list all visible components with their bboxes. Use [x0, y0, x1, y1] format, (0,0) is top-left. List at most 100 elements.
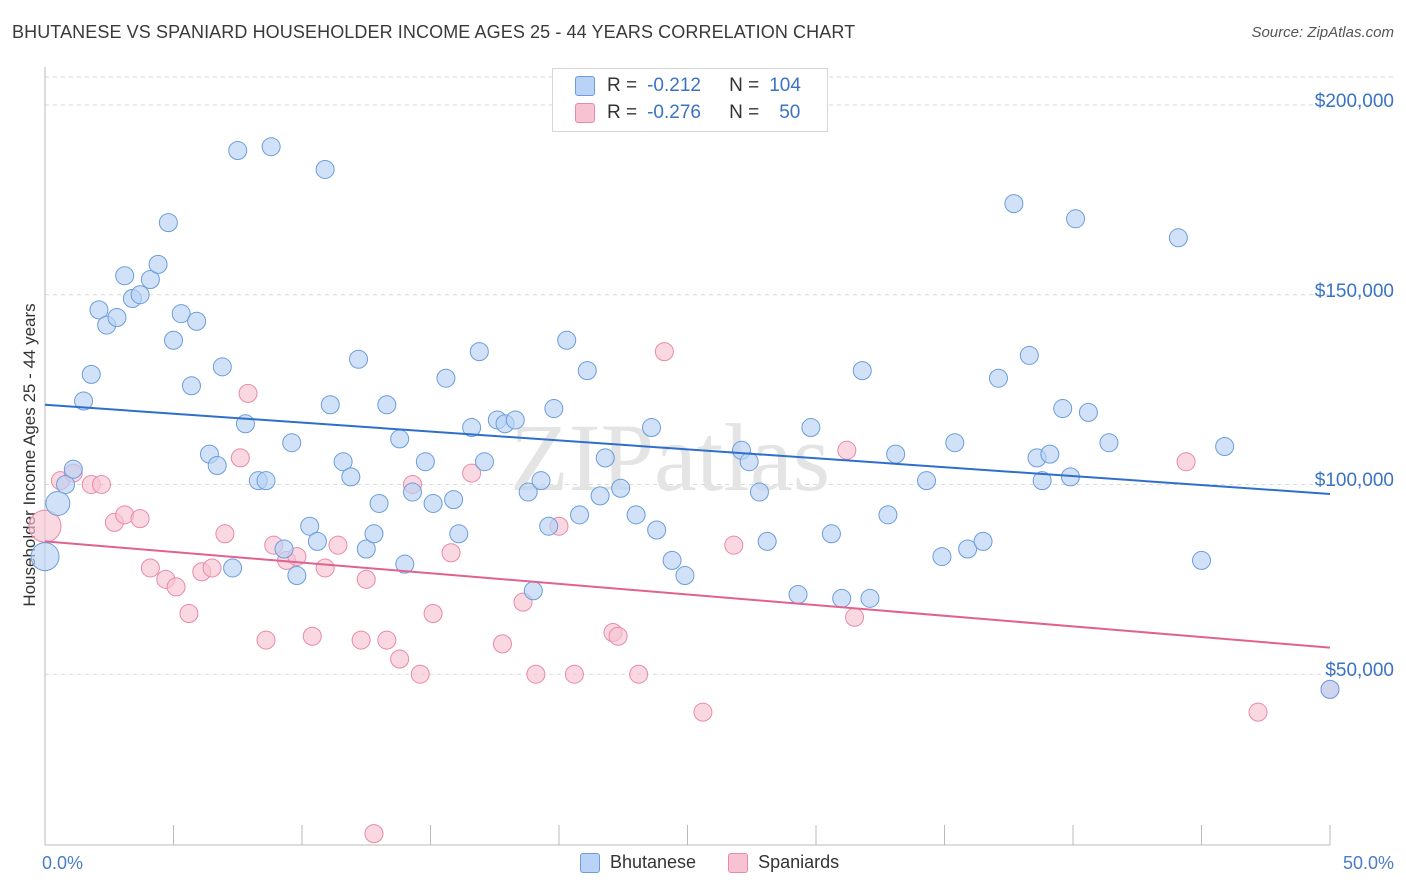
- spaniards-trend-line: [44, 540, 1331, 649]
- bhutanese-point: [30, 542, 60, 572]
- bhutanese-point: [1099, 433, 1119, 453]
- bhutanese-point: [1215, 437, 1235, 457]
- bhutanese-point: [570, 505, 590, 525]
- grid-lines: [45, 76, 1395, 675]
- spaniards-point: [238, 383, 258, 403]
- spaniards-point: [410, 664, 430, 684]
- r-label: R =: [607, 75, 638, 96]
- bhutanese-swatch: [580, 852, 600, 873]
- bhutanese-point: [207, 455, 227, 475]
- bhutanese-point: [611, 478, 631, 498]
- bhutanese-point: [164, 330, 183, 350]
- bhutanese-point: [364, 524, 384, 544]
- bhutanese-point: [282, 433, 302, 453]
- bhutanese-trend-line: [44, 403, 1331, 495]
- spaniards-point: [1176, 452, 1196, 472]
- bhutanese-point: [958, 539, 978, 559]
- bhutanese-point: [1078, 402, 1098, 422]
- spaniards-point: [441, 543, 461, 563]
- bhutanese-point: [63, 459, 83, 479]
- bhutanese-point: [341, 467, 361, 487]
- bhutanese-point: [261, 137, 281, 157]
- bhutanese-point: [320, 395, 340, 415]
- spaniards-point: [654, 342, 674, 362]
- bhutanese-point: [539, 516, 559, 536]
- bhutanese-point: [860, 588, 880, 608]
- bhutanese-point: [878, 505, 898, 525]
- spaniards-point: [315, 558, 335, 578]
- bhutanese-point: [307, 531, 327, 551]
- bhutanese-point: [1032, 471, 1052, 491]
- bhutanese-point: [462, 418, 482, 438]
- spaniards-point: [230, 448, 250, 468]
- trend-lines: [44, 403, 1331, 649]
- n-value: 104: [769, 75, 801, 96]
- legend-item-spaniards: Spaniards: [728, 852, 839, 873]
- bhutanese-point: [647, 520, 667, 540]
- spaniards-point: [492, 634, 512, 654]
- bhutanese-point: [449, 524, 469, 544]
- bhutanese-point: [945, 433, 965, 453]
- bhutanese-point: [1168, 228, 1188, 248]
- bhutanese-point: [287, 566, 307, 586]
- bhutanese-point: [917, 471, 937, 491]
- bhutanese-point: [256, 471, 276, 491]
- x-tick-label-max: 50.0%: [1342, 853, 1394, 873]
- n-label: N =: [729, 75, 760, 96]
- r-label: R =: [607, 102, 638, 123]
- spaniards-point: [302, 626, 322, 646]
- spaniards-point: [629, 664, 649, 684]
- bhutanese-point: [187, 311, 207, 331]
- spaniards-point: [256, 630, 276, 650]
- legend-label: Spaniards: [758, 852, 840, 872]
- bhutanese-point: [932, 547, 952, 567]
- spaniards-point: [526, 664, 546, 684]
- bhutanese-point: [1019, 345, 1039, 365]
- axes: [44, 67, 1331, 846]
- bhutanese-point: [757, 531, 777, 551]
- bhutanese-point: [115, 266, 135, 286]
- n-value: 50: [779, 102, 801, 123]
- spaniards-point: [356, 569, 376, 589]
- bhutanese-point: [315, 159, 335, 179]
- bhutanese-point: [436, 368, 456, 388]
- spaniards-point: [423, 603, 443, 623]
- bhutanese-point: [415, 452, 435, 472]
- bhutanese-point: [544, 399, 564, 419]
- spaniards-point: [140, 558, 160, 578]
- bhutanese-point: [1053, 399, 1073, 419]
- y-tick-label: $50,000: [1325, 660, 1394, 682]
- spaniards-swatch: [575, 103, 595, 123]
- r-value: -0.276: [647, 102, 701, 123]
- bhutanese-point: [223, 558, 243, 578]
- y-tick-label: $150,000: [1314, 280, 1394, 302]
- bhutanese-point: [662, 550, 682, 570]
- bhutanese-point: [821, 524, 841, 544]
- x-tick-label-min: 0.0%: [42, 853, 84, 873]
- bhutanese-point: [590, 486, 610, 506]
- bhutanese-point: [403, 482, 423, 502]
- spaniards-point: [351, 630, 371, 650]
- bhutanese-point: [523, 581, 543, 601]
- spaniards-point: [608, 626, 628, 646]
- bhutanese-points: [30, 137, 1340, 699]
- bhutanese-point: [349, 349, 369, 369]
- spaniards-point: [1248, 702, 1268, 722]
- bhutanese-point: [801, 418, 821, 438]
- bhutanese-point: [642, 418, 662, 438]
- bhutanese-point: [300, 516, 320, 536]
- bhutanese-point: [158, 213, 178, 233]
- bhutanese-point: [788, 585, 808, 605]
- series-legend: Bhutanese Spaniards: [580, 852, 871, 873]
- bhutanese-point: [973, 531, 993, 551]
- bhutanese-point: [626, 505, 646, 525]
- watermark: ZIPatlas: [510, 404, 830, 511]
- spaniards-point: [215, 524, 235, 544]
- bhutanese-point: [274, 539, 294, 559]
- bhutanese-point: [832, 588, 852, 608]
- spaniards-point: [377, 630, 397, 650]
- y-tick-label: $200,000: [1314, 90, 1394, 112]
- bhutanese-point: [577, 361, 597, 381]
- bhutanese-point: [474, 452, 494, 472]
